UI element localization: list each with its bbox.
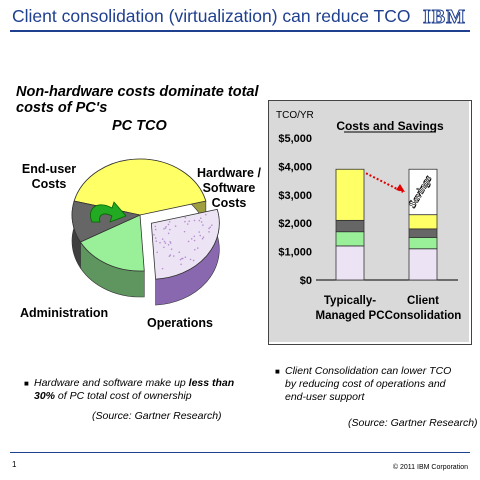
pie-label-administration: Administration [20,306,104,321]
right-bullet: ■ Client Consolidation can lower TCO by … [285,365,465,404]
x-category-label: Consolidation [385,310,462,322]
y-tick-label: $0 [300,275,312,287]
pie-label-enduser: End-user Costs [18,162,80,192]
pie-label-hardware: Hardware / Software Costs [196,166,262,211]
y-tick-label: $2,000 [278,218,312,230]
bar-segment-end-user-0 [336,169,364,220]
bar-segment-hardware-software-1 [409,249,437,280]
left-source: (Source: Gartner Research) [92,410,222,422]
x-category-label: Managed PC [315,310,384,322]
footer-divider [10,452,470,453]
bar-segment-operations-1 [409,237,437,248]
bar-segment-administration-0 [336,220,364,231]
left-bullet: ■ Hardware and software make up less tha… [34,377,250,403]
pie-label-operations: Operations [140,316,220,331]
bullet-marker: ■ [24,377,29,390]
y-tick-label: $4,000 [278,161,312,173]
bar-segment-administration-1 [409,229,437,238]
page-number: 1 [12,460,16,469]
bar-segment-hardware-software-0 [336,246,364,280]
bullet-marker: ■ [275,365,280,378]
arrow-head-icon [396,184,405,192]
y-tick-label: $5,000 [278,133,312,145]
x-category-label: Typically- [324,295,376,307]
y-tick-label: $3,000 [278,190,312,202]
bar-segment-operations-0 [336,232,364,246]
bar-chart: TCO/YR Costs and Savings $0 $1,000 $2,000 $… [268,100,472,345]
right-source: (Source: Gartner Research) [348,417,478,429]
bar-chart-title: Costs and Savings [336,119,444,133]
x-category-label: Client [407,295,439,307]
ibm-logo: IBM [423,6,466,29]
y-tick-label: $1,000 [278,247,312,259]
copyright: © 2011 IBM Corporation [393,464,468,471]
bar-segment-end-user-1 [409,215,437,229]
bar-y-axis-label: TCO/YR [276,110,314,121]
